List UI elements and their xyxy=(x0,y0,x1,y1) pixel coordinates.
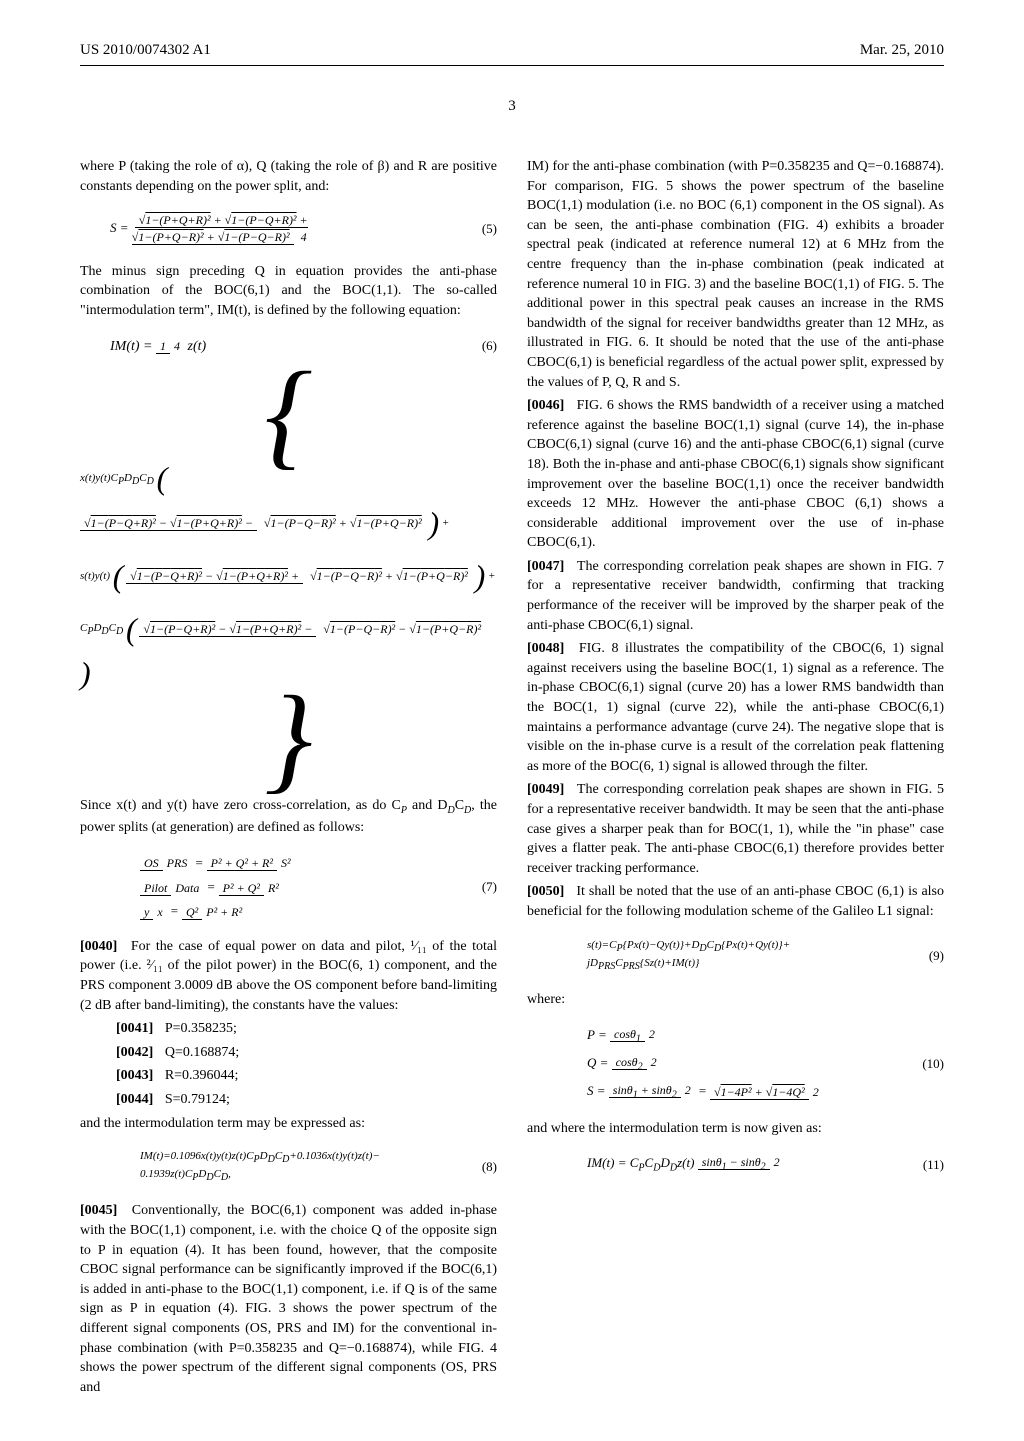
equation-8: IM(t)=0.1096x(t)y(t)z(t)CPDDCD+0.1036x(t… xyxy=(140,1149,497,1185)
equation-7: OSPRS = P² + Q² + R²S² PilotData = P² + … xyxy=(140,854,497,921)
where-text: where: xyxy=(527,990,944,1010)
para-0043: [0043] R=0.396044; xyxy=(80,1066,497,1086)
equation-5: S = √1−(P+Q+R)² + √1−(P−Q+R)² +√1−(P+Q−R… xyxy=(80,212,497,246)
para-0040: [0040] For the case of equal power on da… xyxy=(80,937,497,1015)
para-0044: [0044] S=0.79124; xyxy=(80,1090,497,1110)
equation-6-body: { x(t)y(t)CPDDCD ( √1−(P−Q+R)² − √1−(P+Q… xyxy=(80,372,497,780)
after-eq6-para: Since x(t) and y(t) have zero cross-corr… xyxy=(80,796,497,837)
equation-11: IM(t) = CPCDDDz(t) sinθ1 − sinθ22 (11) xyxy=(587,1154,944,1176)
para-0048: [0048] FIG. 8 illustrates the compatibil… xyxy=(527,639,944,776)
right-column: IM) for the anti-phase combination (with… xyxy=(527,157,944,1401)
after-eq5-para: The minus sign preceding Q in equation p… xyxy=(80,262,497,321)
im-term-text: and the intermodulation term may be expr… xyxy=(80,1114,497,1134)
para-0046: [0046] FIG. 6 shows the RMS bandwidth of… xyxy=(527,396,944,553)
publication-number: US 2010/0074302 A1 xyxy=(80,40,211,61)
eq10-number: (10) xyxy=(922,1055,944,1073)
para-0047: [0047] The corresponding correlation pea… xyxy=(527,557,944,635)
para-0041: [0041] P=0.358235; xyxy=(80,1019,497,1039)
publication-date: Mar. 25, 2010 xyxy=(860,40,944,61)
intro-para: where P (taking the role of α), Q (takin… xyxy=(80,157,497,196)
para-top-right: IM) for the anti-phase combination (with… xyxy=(527,157,944,392)
page-number: 3 xyxy=(80,96,944,117)
left-column: where P (taking the role of α), Q (takin… xyxy=(80,157,497,1401)
para-0045: [0045] Conventionally, the BOC(6,1) comp… xyxy=(80,1201,497,1397)
eq8-number: (8) xyxy=(482,1158,497,1176)
para-0049: [0049] The corresponding correlation pea… xyxy=(527,780,944,878)
para-0050: [0050] It shall be noted that the use of… xyxy=(527,882,944,921)
content-columns: where P (taking the role of α), Q (takin… xyxy=(80,157,944,1401)
para-0042: [0042] Q=0.168874; xyxy=(80,1043,497,1063)
equation-9: s(t)=CP{Px(t)−Qy(t)}+DDCD{Px(t)+Qy(t)}+j… xyxy=(587,938,944,974)
equation-10: P = cosθ12 Q = cosθ22 S = sinθ1 + sinθ22… xyxy=(587,1026,944,1103)
eq6-number: (6) xyxy=(482,337,497,355)
eq7-number: (7) xyxy=(482,878,497,896)
eq11-number: (11) xyxy=(923,1156,944,1174)
after-eq10-para: and where the intermodulation term is no… xyxy=(527,1119,944,1139)
eq9-number: (9) xyxy=(929,947,944,965)
eq5-number: (5) xyxy=(482,220,497,238)
page-header: US 2010/0074302 A1 Mar. 25, 2010 xyxy=(80,40,944,66)
